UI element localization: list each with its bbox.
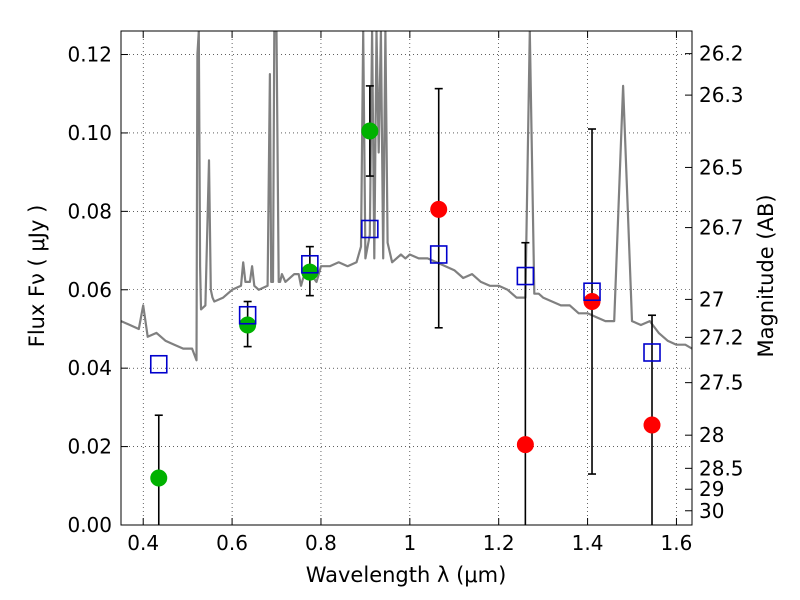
data-point-circle (643, 416, 661, 434)
y-axis-label-right: Magnitude (AB) (754, 194, 778, 357)
right-tick-label: 30 (699, 499, 724, 523)
x-tick-label: 0.6 (216, 531, 248, 555)
data-point-square (301, 254, 319, 274)
data-point-circle (430, 200, 448, 218)
data-point-square (361, 219, 379, 239)
y-axis-ticks: 0.00 0.02 0.04 0.06 0.08 0.10 0.12 (67, 43, 128, 537)
right-tick-label: 26.3 (699, 83, 744, 107)
data-point-square (149, 354, 168, 374)
x-tick-label: 1.6 (661, 531, 693, 555)
x-axis-label: Wavelength λ (μm) (306, 563, 507, 587)
y-tick-label: 0.02 (67, 435, 112, 459)
x-tick-label: 0.4 (127, 531, 159, 555)
y-axis-label-left: Flux Fν ( μJy ) (25, 205, 49, 348)
data-point-circle (583, 293, 601, 311)
x-tick-label: 1 (403, 531, 416, 555)
x-axis-ticks: 0.4 0.6 0.8 1 1.2 1.4 1.6 (127, 31, 692, 555)
y-tick-label: 0.10 (67, 121, 112, 145)
right-tick-label: 26.5 (699, 155, 744, 179)
y-tick-label: 0.00 (67, 513, 112, 537)
right-tick-label: 28 (699, 423, 724, 447)
spectrum-layer (121, 31, 692, 362)
right-tick-label: 27.2 (699, 325, 744, 349)
errorbars (154, 85, 657, 525)
data-point-circle (150, 469, 168, 487)
x-tick-label: 1.2 (483, 531, 515, 555)
data-point-circle (361, 122, 379, 140)
right-tick-label: 26.7 (699, 216, 744, 240)
y-tick-label: 0.06 (67, 278, 112, 302)
y-tick-label: 0.12 (67, 43, 112, 67)
y-tick-label: 0.08 (67, 199, 112, 223)
right-tick-label: 26.2 (699, 42, 744, 66)
data-point-circle (239, 316, 257, 334)
x-tick-label: 1.4 (572, 531, 604, 555)
data-point-square (238, 305, 257, 325)
x-tick-label: 0.8 (305, 531, 337, 555)
data-point-square (643, 343, 661, 362)
right-tick-label: 27.5 (699, 371, 744, 395)
data-point-square (583, 282, 601, 302)
data-point-square (429, 245, 448, 264)
data-point-square (516, 266, 535, 286)
plot-frame (120, 30, 693, 526)
right-tick-label: 29 (699, 477, 724, 501)
right-tick-label: 28.5 (699, 456, 744, 480)
model-spectrum-line (121, 31, 692, 362)
markers (149, 122, 661, 487)
data-point-circle (516, 436, 534, 454)
right-tick-label: 27 (699, 287, 724, 311)
y-tick-label: 0.04 (67, 356, 112, 380)
